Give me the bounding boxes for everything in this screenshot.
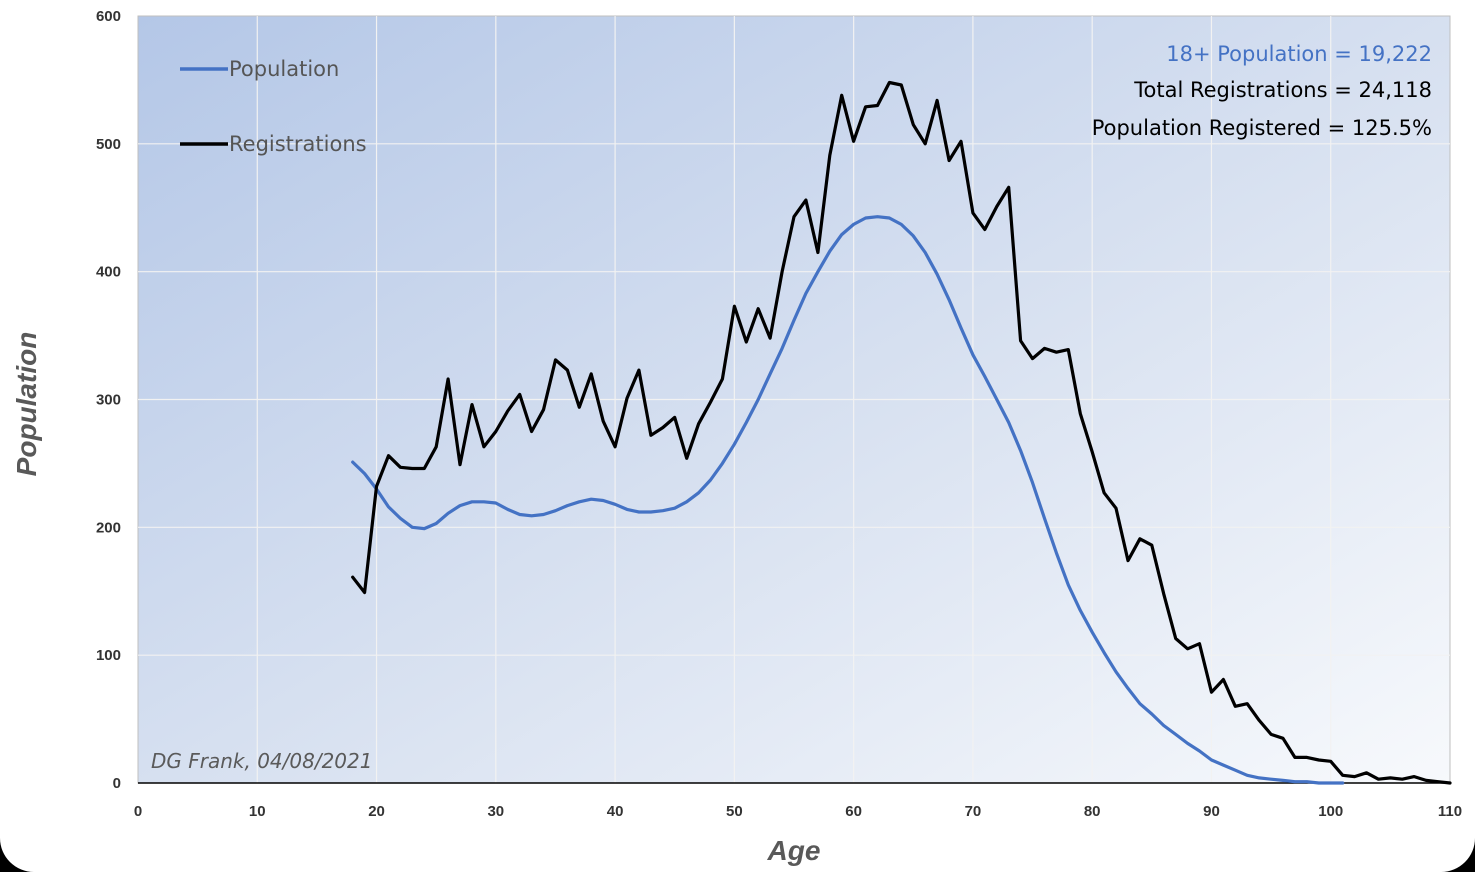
x-axis-title: Age bbox=[767, 835, 821, 866]
legend-label-population: Population bbox=[229, 57, 339, 81]
x-tick-label: 30 bbox=[487, 803, 504, 820]
registrations-total-annotation: Total Registrations = 24,118 bbox=[1133, 78, 1432, 102]
series-line-population bbox=[351, 215, 1345, 785]
x-tick-label: 100 bbox=[1318, 803, 1343, 820]
y-tick-label: 600 bbox=[96, 8, 121, 25]
x-tick-label: 80 bbox=[1084, 803, 1101, 820]
y-tick-label: 500 bbox=[96, 136, 121, 153]
x-tick-label: 20 bbox=[368, 803, 385, 820]
legend: Population Registrations bbox=[180, 57, 367, 156]
percent-registered-annotation: Population Registered = 125.5% bbox=[1092, 116, 1432, 140]
x-tick-label: 40 bbox=[607, 803, 624, 820]
legend-label-registrations: Registrations bbox=[229, 132, 367, 156]
x-tick-label: 10 bbox=[249, 803, 266, 820]
x-tick-label: 60 bbox=[845, 803, 862, 820]
y-tick-label: 100 bbox=[96, 647, 121, 664]
x-tick-label: 0 bbox=[134, 803, 142, 820]
x-tick-label: 70 bbox=[965, 803, 982, 820]
y-tick-label: 300 bbox=[96, 392, 121, 409]
y-tick-label: 0 bbox=[113, 775, 121, 792]
x-tick-label: 110 bbox=[1438, 803, 1462, 820]
y-tick-label: 400 bbox=[96, 264, 121, 281]
series-line-registrations bbox=[351, 80, 1452, 785]
population-total-annotation: 18+ Population = 19,222 bbox=[1166, 42, 1432, 66]
x-tick-label: 50 bbox=[726, 803, 743, 820]
x-tick-label: 90 bbox=[1203, 803, 1220, 820]
author-credit: DG Frank, 04/08/2021 bbox=[151, 749, 372, 773]
y-tick-label: 200 bbox=[96, 519, 121, 536]
y-axis-title: Population bbox=[11, 332, 42, 477]
